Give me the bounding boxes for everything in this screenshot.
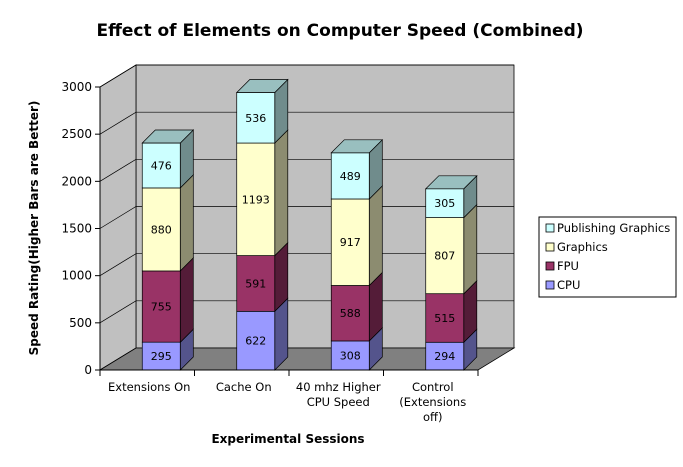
legend: Publishing Graphics Graphics FPU CPU	[538, 216, 677, 298]
y-tick-label: 3000	[61, 80, 92, 94]
bar-top	[424, 175, 478, 190]
x-tick-label: Control (Extensions off)	[399, 380, 466, 424]
legend-label: Graphics	[557, 240, 608, 254]
data-label: 588	[340, 307, 361, 320]
legend-item: FPU	[545, 259, 579, 273]
bar	[141, 270, 181, 343]
y-tick-label: 1500	[61, 222, 92, 236]
bar-side	[463, 203, 478, 295]
y-tick-label: 2500	[61, 127, 92, 141]
bar-stack: 308 588 917 489	[330, 138, 384, 371]
x-axis: Extensions On Cache On 40 mhz Higher CPU Sp…	[99, 369, 479, 424]
data-label: 489	[340, 170, 361, 183]
x-tick-label: 40 mhz Higher CPU Speed	[296, 380, 381, 409]
bar-stack: 294 515 807 305	[424, 174, 478, 371]
bars: 295 755 880 476 622 591 1193 536 308 588 917 489 294…	[141, 78, 478, 371]
gridline	[99, 158, 514, 182]
legend-item: CPU	[545, 278, 580, 292]
data-label: 515	[434, 312, 455, 325]
bar-top	[141, 129, 195, 144]
bar	[141, 142, 181, 189]
y-tick-label: 500	[69, 316, 92, 330]
bar-side	[368, 185, 383, 287]
bar-side	[274, 129, 289, 257]
data-label: 1193	[242, 193, 270, 206]
y-axis: 0 500 1000 1500 2000 2500 3000	[61, 80, 101, 377]
bar	[236, 142, 276, 256]
y-tick-label: 1000	[61, 269, 92, 283]
legend-box	[538, 216, 677, 298]
data-label: 295	[151, 350, 172, 363]
x-axis-title: Experimental Sessions	[211, 432, 364, 446]
bar	[330, 285, 370, 342]
chart-title: Effect of Elements on Computer Speed (Co…	[96, 21, 583, 41]
bar	[425, 188, 465, 218]
legend-label: FPU	[557, 259, 579, 273]
bar	[236, 310, 276, 371]
y-tick-label: 2000	[61, 174, 92, 188]
legend-swatch	[545, 261, 555, 271]
y-tick-label: 0	[84, 363, 92, 377]
legend-swatch	[545, 242, 555, 252]
legend-item: Graphics	[545, 240, 608, 254]
data-label: 807	[434, 250, 455, 263]
legend-swatch	[545, 280, 555, 290]
gridline	[99, 111, 514, 135]
data-label: 622	[245, 335, 266, 348]
bar-top	[330, 139, 384, 154]
bar	[425, 293, 465, 343]
bar	[425, 217, 465, 295]
data-label: 476	[151, 159, 172, 172]
data-label: 536	[245, 112, 266, 125]
gridline	[99, 300, 514, 324]
gridline	[99, 206, 514, 229]
bar-side	[179, 257, 194, 344]
legend-label: Publishing Graphics	[557, 221, 670, 235]
gridlines	[99, 64, 514, 324]
bar	[330, 198, 370, 286]
gridline	[99, 64, 514, 88]
legend-label: CPU	[557, 278, 580, 292]
bar-stack: 622 591 1193 536	[235, 78, 289, 371]
data-label: 880	[151, 223, 172, 236]
x-tick-label: Cache On	[216, 380, 272, 394]
data-label: 591	[245, 277, 266, 290]
data-label: 305	[434, 197, 455, 210]
legend-item: Publishing Graphics	[545, 221, 670, 235]
bar-side	[179, 174, 194, 272]
gridline	[99, 253, 514, 276]
data-label: 294	[434, 350, 455, 363]
y-axis-title: Speed Rating(Higher Bars are Better)	[27, 101, 41, 356]
legend-swatch	[545, 223, 555, 233]
bar-stack: 295 755 880 476	[141, 129, 195, 371]
bar-top	[235, 79, 289, 93]
data-label: 755	[151, 301, 172, 314]
data-label: 308	[340, 349, 361, 362]
x-tick-label: Extensions On	[108, 380, 190, 394]
data-label: 917	[340, 236, 361, 249]
